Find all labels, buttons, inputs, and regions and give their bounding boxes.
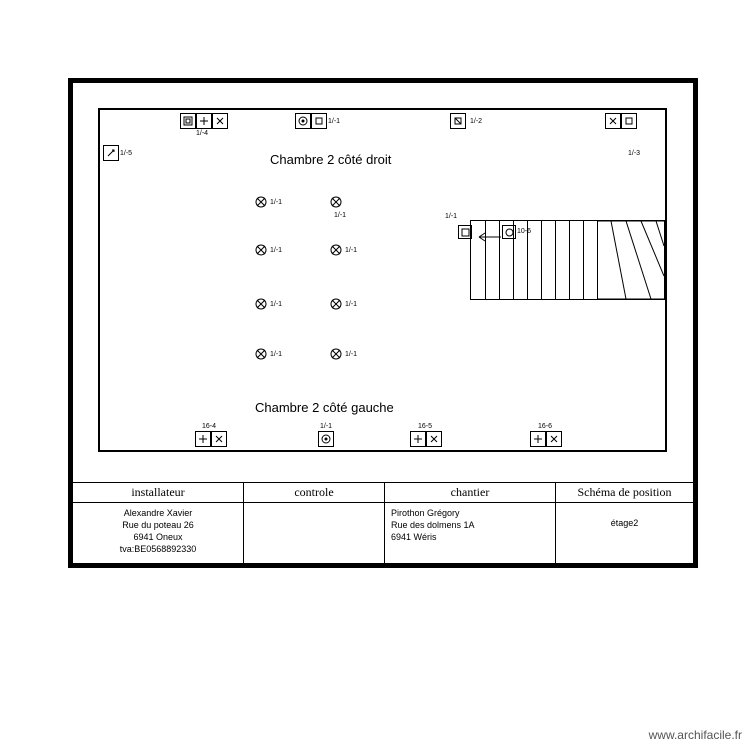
circuit-label: 1/-1	[345, 301, 357, 308]
site-name: Pirothon Grégory	[391, 507, 549, 519]
ceiling-light-icon	[255, 298, 267, 310]
ceiling-light-icon	[255, 348, 267, 360]
socket-triple-icon	[180, 113, 228, 129]
room-label-bottom: Chambre 2 côté gauche	[255, 400, 394, 415]
ceiling-light-icon	[255, 196, 267, 208]
tb-head-schema: Schéma de position	[556, 483, 693, 503]
ceiling-light-icon	[330, 298, 342, 310]
outlet-icon	[295, 113, 327, 129]
tb-head-chantier: chantier	[385, 483, 555, 503]
outlet-icon	[318, 431, 334, 447]
title-block: installateur Alexandre Xavier Rue du pot…	[73, 482, 693, 563]
circuit-label: 16-4	[202, 423, 216, 430]
circuit-label: 1/-1	[270, 301, 282, 308]
socket-double-icon	[410, 431, 442, 447]
circuit-label: 1/-1	[445, 213, 457, 220]
ceiling-light-icon	[330, 196, 342, 208]
circuit-label: 1/-1	[345, 247, 357, 254]
installer-name: Alexandre Xavier	[79, 507, 237, 519]
switch-icon	[103, 145, 119, 161]
circuit-label: 1/-1	[345, 351, 357, 358]
watermark: www.archifacile.fr	[649, 728, 742, 742]
ceiling-light-icon	[255, 244, 267, 256]
ceiling-light-icon	[330, 244, 342, 256]
floor-label: étage2	[562, 517, 687, 529]
circuit-label: 16-5	[418, 423, 432, 430]
socket-double-icon	[530, 431, 562, 447]
circuit-label: 1/-4	[196, 130, 208, 137]
thermostat-icon	[502, 225, 516, 239]
installer-city: 6941 Oneux	[79, 531, 237, 543]
switch-icon	[458, 225, 472, 239]
socket-double-icon	[195, 431, 227, 447]
circuit-label: 1/-3	[628, 150, 640, 157]
circuit-label: 1/-1	[270, 247, 282, 254]
ceiling-light-icon	[330, 348, 342, 360]
outlet-icon	[450, 113, 466, 129]
circuit-label: 1/-1	[270, 199, 282, 206]
circuit-label: 10-6	[517, 228, 531, 235]
circuit-label: 16-6	[538, 423, 552, 430]
circuit-label: 1/-1	[270, 351, 282, 358]
stairs	[470, 220, 665, 300]
circuit-label: 1/-1	[328, 118, 340, 125]
circuit-label: 1/-2	[470, 118, 482, 125]
circuit-label: 1/-5	[120, 150, 132, 157]
site-city: 6941 Wéris	[391, 531, 549, 543]
tb-head-installateur: installateur	[73, 483, 243, 503]
drawing-frame: Chambre 2 côté droit Chambre 2 côté gauc…	[68, 78, 698, 568]
installer-tva: tva:BE0568892330	[79, 543, 237, 555]
room-outline: Chambre 2 côté droit Chambre 2 côté gauc…	[98, 108, 667, 452]
site-street: Rue des dolmens 1A	[391, 519, 549, 531]
tb-head-controle: controle	[244, 483, 384, 503]
circuit-label: 1/-1	[334, 212, 346, 219]
installer-street: Rue du poteau 26	[79, 519, 237, 531]
circuit-label: 1/-1	[320, 423, 332, 430]
socket-double-icon	[605, 113, 637, 129]
room-label-top: Chambre 2 côté droit	[270, 152, 391, 167]
